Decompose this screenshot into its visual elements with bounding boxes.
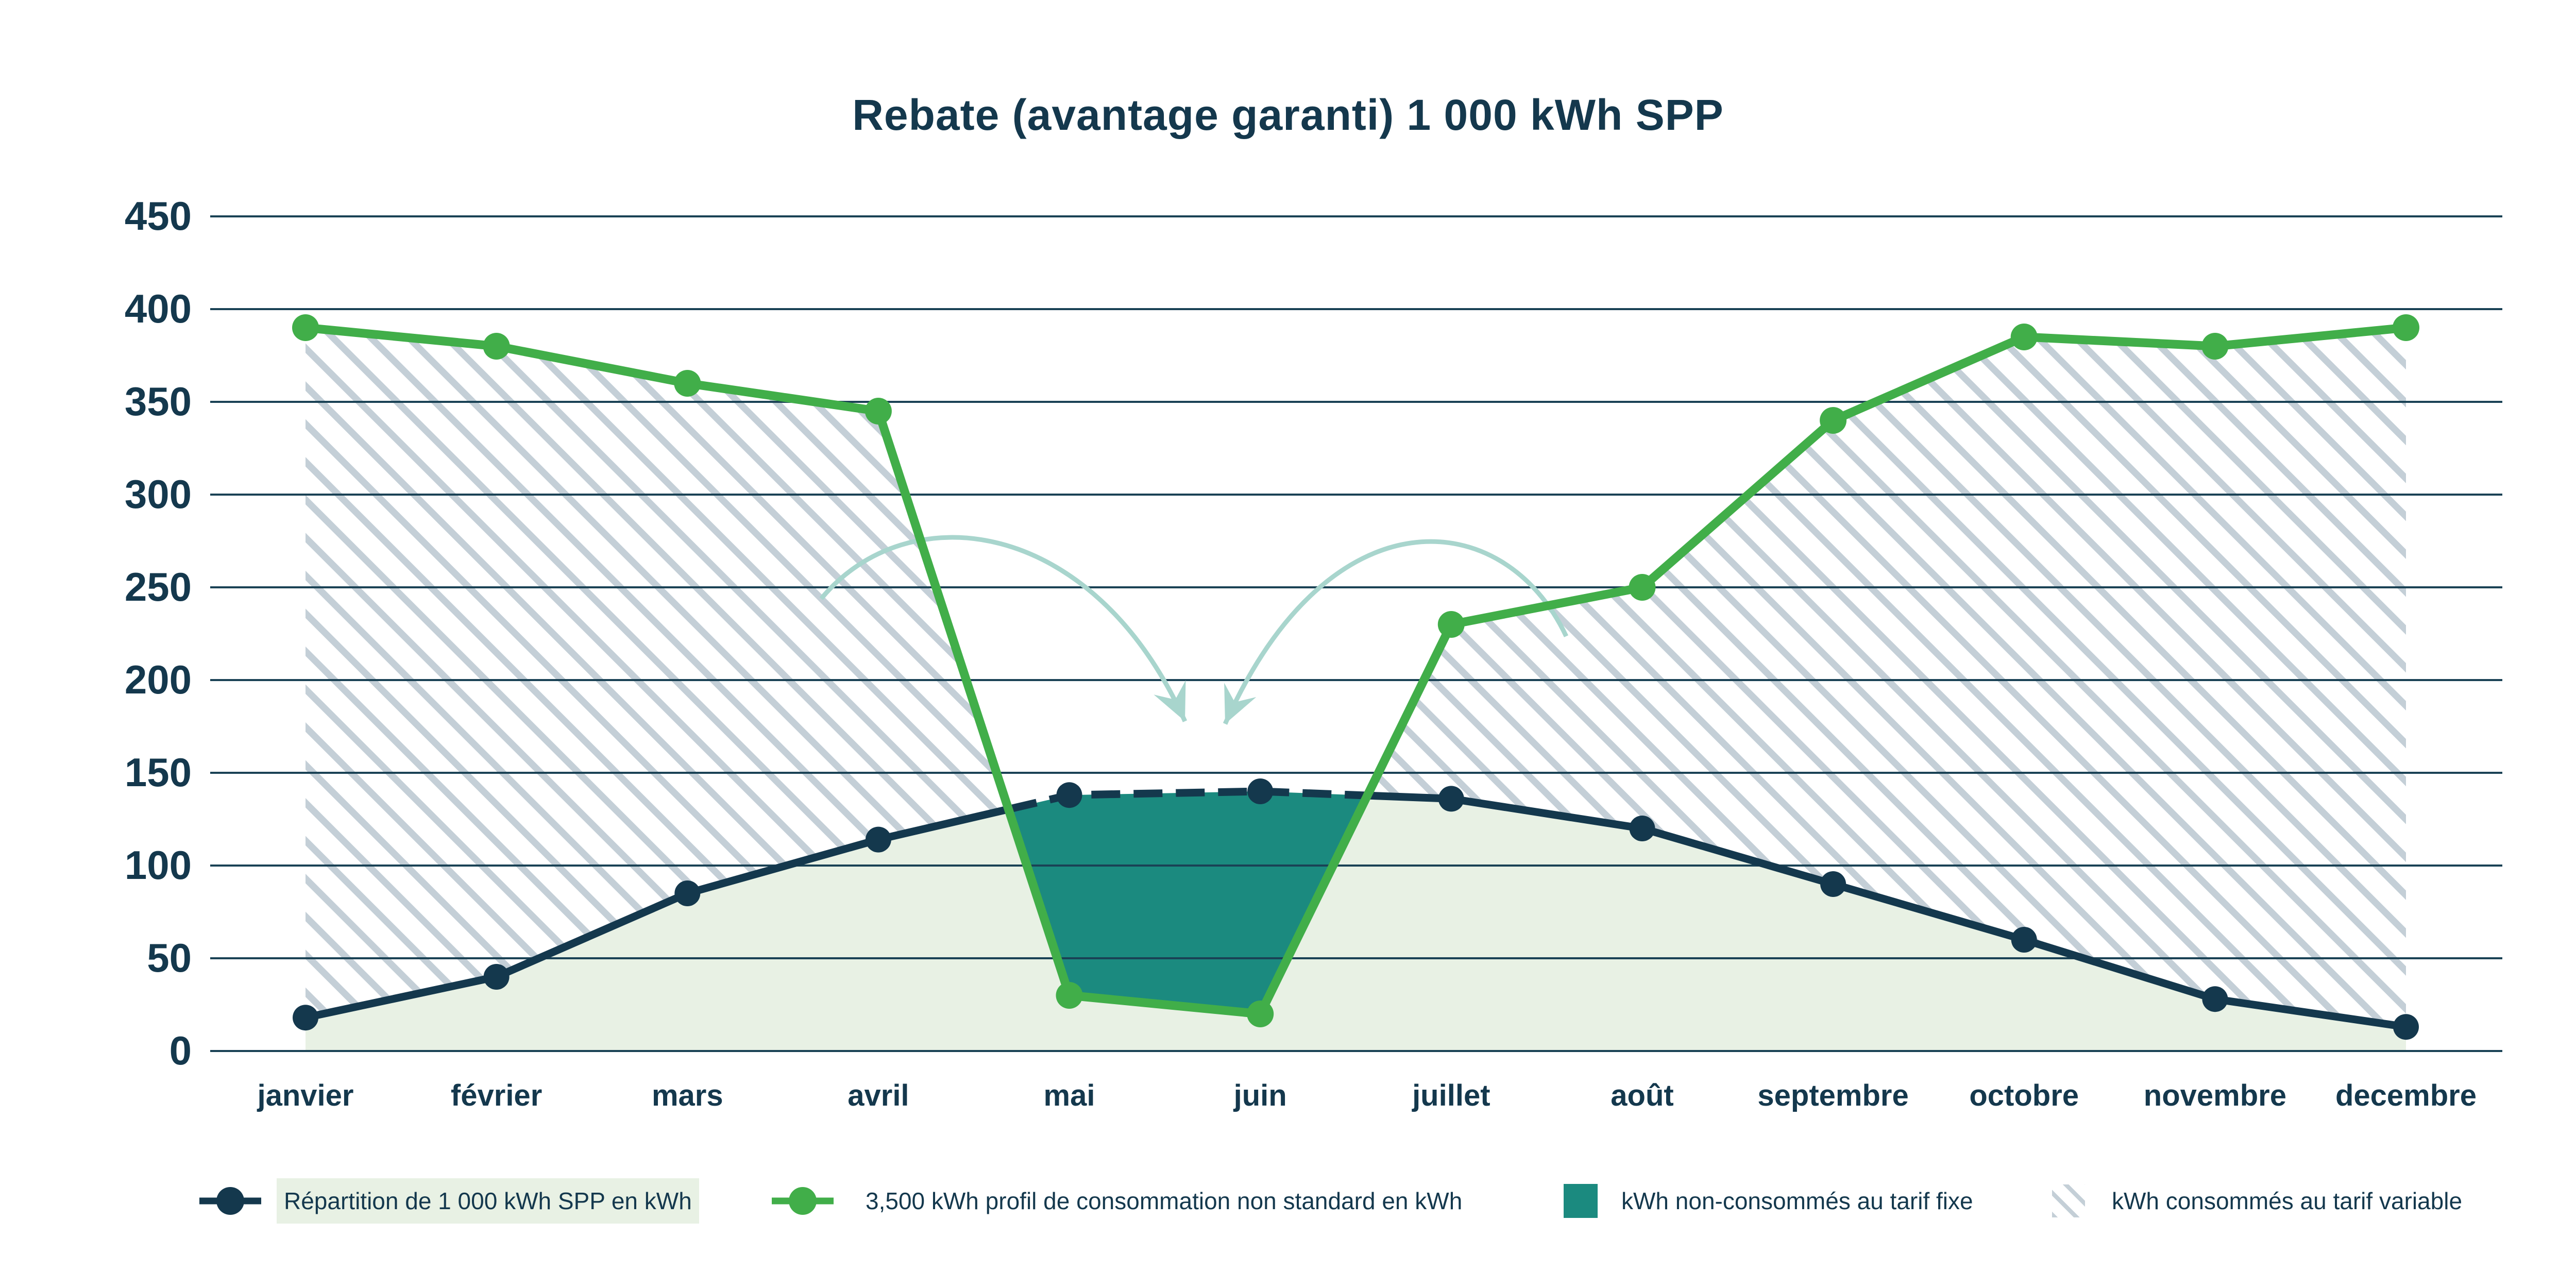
svg-text:250: 250: [125, 564, 192, 609]
right-arrow: [1223, 539, 1569, 725]
gridlines: [210, 215, 2502, 1052]
svg-text:septembre: septembre: [1757, 1079, 1908, 1112]
svg-text:300: 300: [125, 471, 192, 517]
spp-markers: [293, 778, 2419, 1040]
svg-text:100: 100: [125, 842, 192, 888]
svg-text:octobre: octobre: [1969, 1079, 2079, 1112]
svg-text:juillet: juillet: [1412, 1079, 1490, 1112]
svg-text:juin: juin: [1233, 1079, 1287, 1112]
y-axis-labels: 0 50 100 150 200 250 300 350 400 450: [125, 193, 192, 1073]
svg-text:mai: mai: [1044, 1079, 1095, 1112]
svg-text:400: 400: [125, 286, 192, 331]
svg-text:decembre: decembre: [2335, 1079, 2477, 1112]
svg-text:avril: avril: [848, 1079, 909, 1112]
svg-text:450: 450: [125, 193, 192, 239]
variable-tariff-hatch-area: [306, 328, 2406, 1027]
svg-text:200: 200: [125, 657, 192, 702]
svg-text:50: 50: [147, 935, 192, 980]
svg-text:novembre: novembre: [2144, 1079, 2286, 1112]
x-axis-labels: janvier février mars avril mai juin juillet aoû…: [257, 1079, 2477, 1112]
annotation-arrows: [819, 535, 1569, 725]
left-arrow: [819, 535, 1188, 722]
svg-text:350: 350: [125, 379, 192, 424]
svg-text:150: 150: [125, 750, 192, 795]
chart-title: Rebate (avantage garanti) 1 000 kWh SPP: [852, 91, 1724, 139]
consumption-line: [305, 323, 2406, 1019]
svg-text:0: 0: [170, 1028, 192, 1073]
svg-text:janvier: janvier: [257, 1079, 354, 1112]
consumption-markers: [292, 314, 2419, 1027]
svg-text:mars: mars: [652, 1079, 723, 1112]
svg-text:février: février: [451, 1079, 542, 1112]
svg-text:août: août: [1611, 1079, 1673, 1112]
